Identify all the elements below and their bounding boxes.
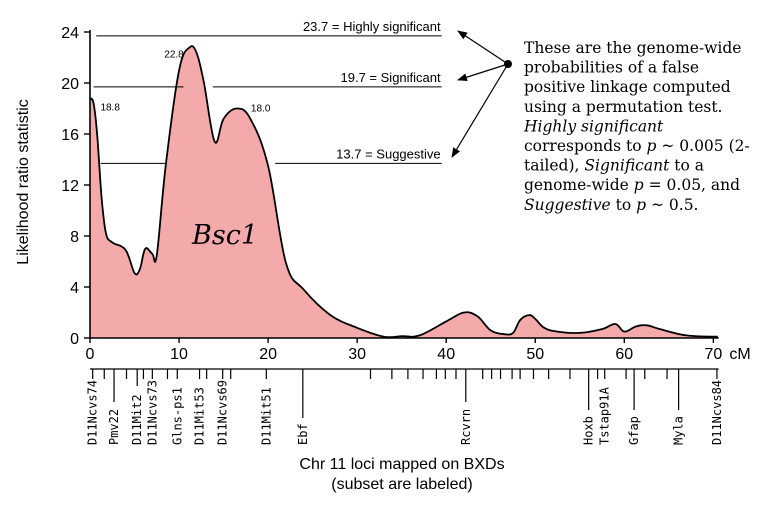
locus-label: Glns-ps1 (170, 387, 184, 445)
x-tick-label: 0 (86, 346, 95, 363)
x-axis-sublabel: (subset are labeled) (331, 476, 472, 493)
annotation-line: probabilities of a false (524, 59, 699, 77)
y-tick-label: 8 (70, 229, 79, 246)
annotation-arrow (457, 30, 509, 65)
annotation-arrow (457, 63, 509, 82)
x-tick-label: 50 (526, 346, 544, 363)
threshold-layer: 23.7 = Highly significant 19.7 = Signific… (93, 19, 442, 164)
y-tick-label: 0 (70, 331, 79, 348)
locus-label: Tstap91A (598, 386, 612, 445)
region-label: Bsc1 (191, 220, 258, 251)
y-tick-label: 16 (61, 127, 79, 144)
locus-label: Hoxb (582, 416, 596, 445)
annotation-line: These are the genome-wide (524, 39, 741, 57)
y-tick-label: 20 (61, 76, 79, 93)
threshold-label: 13.7 = Suggestive (336, 146, 440, 161)
x-unit-label: cM (729, 346, 750, 363)
locus-label: D11Mit53 (193, 387, 207, 445)
annotation-line: corresponds to p ~ 0.005 (2- (524, 137, 750, 155)
locus-label: Rcvrn (459, 409, 473, 445)
locus-label: Myla (672, 416, 686, 445)
lrs-area-fill (90, 46, 718, 338)
locus-label: D11Ncvs73 (145, 380, 159, 445)
annotation-line: tailed), Significant to a (524, 157, 704, 175)
lrs-curve-line (89, 45, 718, 339)
x-tick-label: 70 (704, 346, 722, 363)
y-tick-label: 12 (61, 178, 79, 195)
locus-label: Gfap (627, 416, 641, 445)
threshold-label: 23.7 = Highly significant (303, 19, 441, 34)
threshold-label: 19.7 = Significant (341, 70, 441, 85)
x-tick-label: 20 (259, 346, 277, 363)
y-tick-label: 24 (61, 25, 79, 42)
locus-label: D11Mit51 (259, 387, 273, 445)
y-tick-label: 4 (70, 280, 79, 297)
annotation-line: genome-wide p = 0.05, and (524, 176, 740, 194)
x-tick-label: 10 (170, 346, 188, 363)
peak-label: 18.0 (251, 104, 271, 115)
locus-label: Pmv22 (107, 409, 121, 445)
annotation-line: Suggestive to p ~ 0.5. (524, 196, 698, 214)
x-tick-label: 40 (437, 346, 455, 363)
peak-label: 18.8 (100, 102, 120, 113)
locus-label: Ebf (296, 423, 310, 445)
locus-label: D11Ncvs69 (216, 380, 230, 445)
locus-label: D11Mit2 (130, 394, 144, 445)
x-tick-label: 60 (615, 346, 633, 363)
annotation-line: positive linkage computed (524, 78, 731, 96)
loci-layer: D11Ncvs74 Pmv22 D11Mit2 D11Ncvs73 Glns-ps1 D1… (86, 368, 724, 445)
annotation-line: Highly significant (523, 117, 664, 135)
locus-label: D11Ncvs74 (86, 380, 100, 445)
annotation-line: using a permutation test. (524, 98, 723, 116)
curve-layer: 18.8 22.8 18.0 (89, 45, 718, 339)
axes-layer: 0 4 8 12 16 20 24 0 10 20 30 40 50 60 70 cM (61, 25, 750, 363)
peak-label: 22.8 (164, 49, 184, 60)
annotation-layer: These are the genome-wide probabilities o… (451, 30, 750, 214)
locus-label: D11Ncvs84 (710, 380, 724, 445)
y-axis-label: Likelihood ratio statistic (15, 99, 32, 264)
annotation-arrow (451, 63, 509, 158)
x-axis-label: Chr 11 loci mapped on BXDs (299, 456, 504, 473)
x-tick-label: 30 (348, 346, 366, 363)
